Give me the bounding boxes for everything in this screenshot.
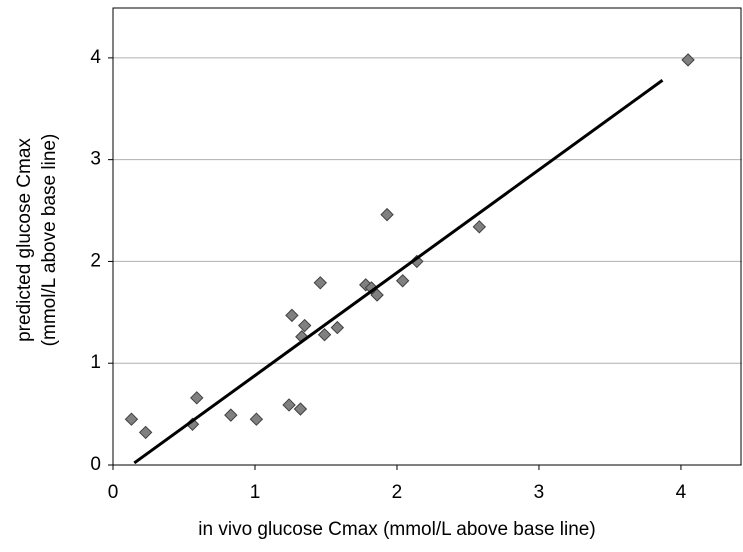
point (370, 288, 384, 302)
y-tick-label: 4 (90, 47, 101, 68)
fit-line (133, 79, 664, 465)
point (282, 398, 296, 412)
x-axis-label: in vivo glucose Cmax (mmol/L above base … (198, 519, 595, 540)
point (330, 320, 345, 335)
x-tick-label: 2 (392, 482, 403, 503)
x-tick-label: 1 (250, 482, 261, 503)
point (313, 276, 328, 290)
y-tick-label: 1 (90, 352, 101, 373)
point (190, 391, 204, 405)
y-axis-label: (mmol/L above base line) (39, 134, 60, 347)
point (364, 281, 379, 295)
point (380, 207, 394, 222)
point (681, 53, 695, 67)
y-tick-label: 2 (90, 250, 101, 271)
x-tick-label: 3 (534, 482, 545, 503)
point (317, 328, 332, 342)
point (472, 220, 487, 234)
y-tick-label: 3 (90, 149, 101, 170)
y-tick-label: 0 (90, 454, 101, 475)
x-tick-label: 0 (108, 482, 119, 503)
point (293, 402, 308, 416)
point (249, 412, 264, 426)
point (395, 274, 410, 288)
x-tick-label: 4 (676, 482, 687, 503)
plot-frame (112, 7, 742, 466)
y-axis-label: predicted glucose Cmax (14, 138, 35, 342)
point (138, 425, 153, 440)
point (124, 412, 139, 426)
point (224, 408, 238, 422)
point (297, 318, 312, 333)
point (285, 308, 299, 323)
